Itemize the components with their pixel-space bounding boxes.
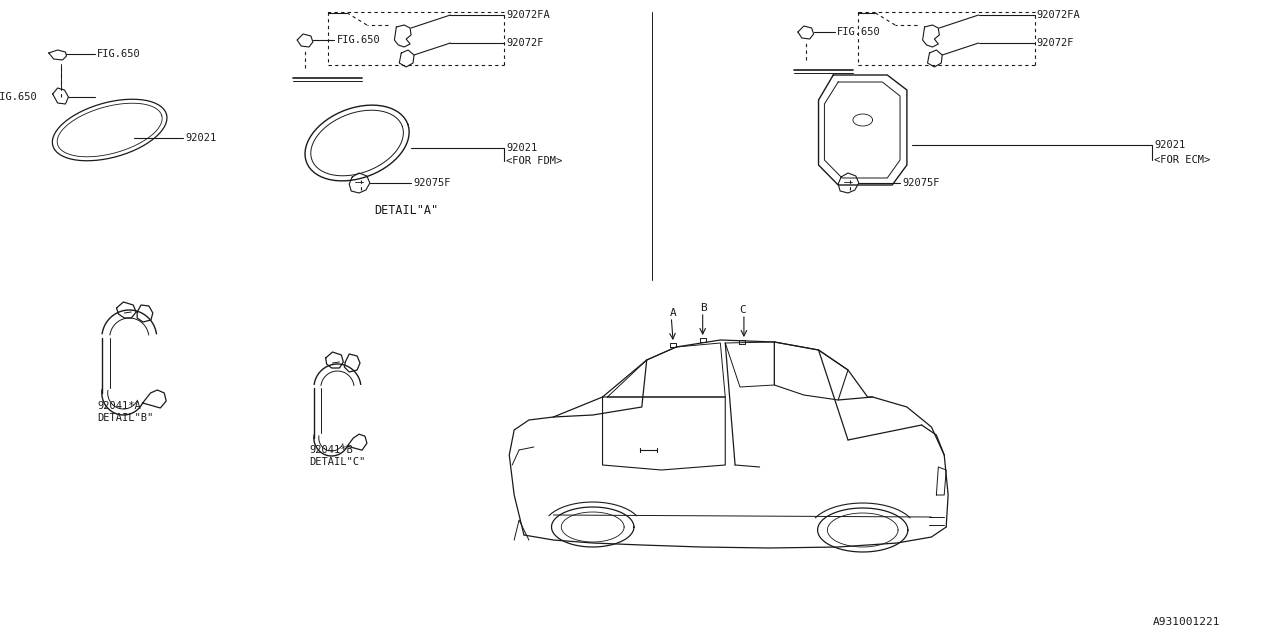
Text: 92021: 92021 [1155,140,1185,150]
Text: 92075F: 92075F [413,178,451,188]
Text: DETAIL"A": DETAIL"A" [374,204,438,216]
Text: 92021: 92021 [507,143,538,153]
Text: 92041*B: 92041*B [308,445,353,455]
Text: FIG.650: FIG.650 [337,35,380,45]
Text: 92072FA: 92072FA [1037,10,1080,20]
Text: DETAIL"C": DETAIL"C" [308,457,365,467]
Text: A: A [671,308,677,318]
Text: 92072F: 92072F [507,38,544,48]
Text: 92072FA: 92072FA [507,10,550,20]
Text: 92075F: 92075F [902,178,940,188]
Text: FIG.650: FIG.650 [97,49,141,59]
Text: FIG.650: FIG.650 [0,92,37,102]
Text: FIG.650: FIG.650 [837,27,881,37]
Text: DETAIL"B": DETAIL"B" [97,413,154,423]
Text: <FOR FDM>: <FOR FDM> [507,156,563,166]
Text: 92072F: 92072F [1037,38,1074,48]
Text: B: B [700,303,707,313]
Text: A931001221: A931001221 [1152,617,1220,627]
Text: 92021: 92021 [186,133,216,143]
Text: 92041*A: 92041*A [97,401,141,411]
Text: <FOR ECM>: <FOR ECM> [1155,155,1211,165]
Text: C: C [739,305,746,315]
